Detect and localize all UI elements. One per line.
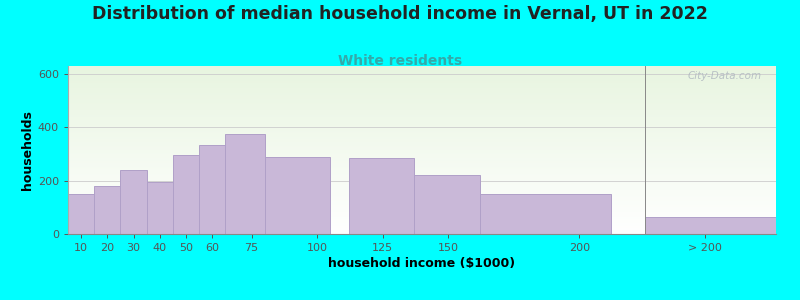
Bar	[94, 186, 121, 234]
Bar	[121, 170, 146, 234]
Bar	[414, 175, 480, 234]
Bar	[265, 157, 330, 234]
Text: Distribution of median household income in Vernal, UT in 2022: Distribution of median household income …	[92, 4, 708, 22]
X-axis label: household income ($1000): household income ($1000)	[329, 257, 515, 270]
Bar	[146, 182, 173, 234]
Bar	[173, 155, 199, 234]
Text: White residents: White residents	[338, 54, 462, 68]
Bar	[480, 194, 611, 234]
Bar	[199, 145, 226, 234]
Text: City-Data.com: City-Data.com	[688, 71, 762, 81]
Y-axis label: households: households	[21, 110, 34, 190]
Bar	[645, 217, 776, 234]
Bar	[349, 158, 414, 234]
Bar	[226, 134, 265, 234]
Bar	[68, 194, 94, 234]
